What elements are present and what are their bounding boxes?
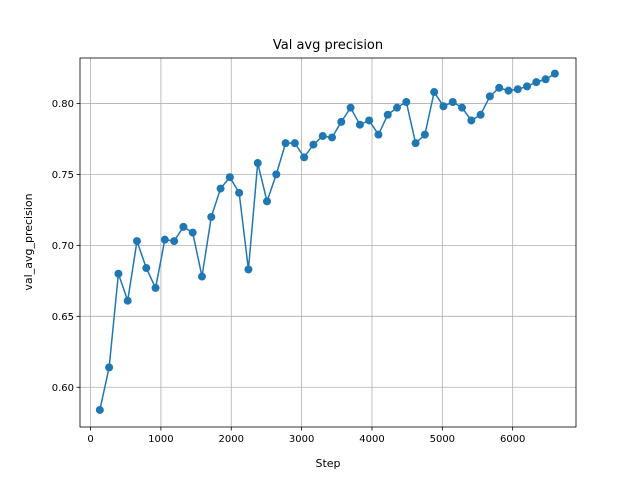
data-point xyxy=(448,97,457,106)
plot-area xyxy=(80,58,576,427)
data-point xyxy=(383,110,392,119)
y-tick-label: 0.60 xyxy=(52,383,74,394)
data-point xyxy=(355,120,364,129)
y-tick-label: 0.75 xyxy=(52,170,74,181)
x-tick-label: 3000 xyxy=(289,434,314,445)
y-tick-label: 0.70 xyxy=(52,241,74,252)
data-point xyxy=(485,92,494,101)
x-tick-label: 6000 xyxy=(500,434,525,445)
data-point xyxy=(374,130,383,139)
data-point xyxy=(467,116,476,125)
data-point xyxy=(207,212,216,221)
data-point xyxy=(300,153,309,162)
x-tick-label: 5000 xyxy=(430,434,455,445)
series-layer xyxy=(95,69,559,414)
data-point xyxy=(123,296,132,305)
data-point xyxy=(541,75,550,84)
data-point xyxy=(263,197,272,206)
data-point xyxy=(160,235,169,244)
x-tick-label: 1000 xyxy=(148,434,173,445)
grid xyxy=(80,58,576,427)
data-point xyxy=(235,188,244,197)
data-point xyxy=(365,116,374,125)
data-point xyxy=(411,139,420,148)
data-point xyxy=(309,140,318,149)
y-tick-label: 0.80 xyxy=(52,99,74,110)
x-axis-title: Step xyxy=(315,457,340,470)
data-point xyxy=(430,88,439,97)
data-point xyxy=(179,222,188,231)
data-point xyxy=(318,132,327,141)
axes-frame xyxy=(79,57,577,428)
data-point xyxy=(225,173,234,182)
data-point xyxy=(439,102,448,111)
data-point xyxy=(244,265,253,274)
data-point xyxy=(197,272,206,281)
data-point xyxy=(95,405,104,414)
data-point xyxy=(142,264,151,273)
data-point xyxy=(328,133,337,142)
data-point xyxy=(513,85,522,94)
data-point xyxy=(420,130,429,139)
data-point xyxy=(290,139,299,148)
data-point xyxy=(188,228,197,237)
data-point xyxy=(337,117,346,126)
data-point xyxy=(151,283,160,292)
data-point xyxy=(216,184,225,193)
data-point xyxy=(458,103,467,112)
data-point xyxy=(393,103,402,112)
data-point xyxy=(495,83,504,92)
data-point xyxy=(523,82,532,91)
data-point xyxy=(550,69,559,78)
data-point xyxy=(504,86,513,95)
ticks: 0 1000 2000 3000 4000 5000 6000 0.60 0.65 0.70 0.7… xyxy=(52,99,526,445)
x-tick-label: 4000 xyxy=(359,434,384,445)
data-point xyxy=(346,103,355,112)
data-point xyxy=(281,139,290,148)
y-tick-label: 0.65 xyxy=(52,312,74,323)
data-point xyxy=(253,159,262,168)
y-axis-title: val_avg_precision xyxy=(22,193,35,290)
data-point xyxy=(170,237,179,246)
x-tick-label: 0 xyxy=(87,434,93,445)
chart-title: Val avg precision xyxy=(273,38,383,53)
data-point xyxy=(532,78,541,87)
x-tick-label: 2000 xyxy=(219,434,244,445)
data-point xyxy=(272,170,281,179)
data-point xyxy=(105,363,114,372)
data-point xyxy=(476,110,485,119)
data-point xyxy=(132,237,141,246)
data-point xyxy=(402,97,411,106)
data-point xyxy=(114,269,123,278)
